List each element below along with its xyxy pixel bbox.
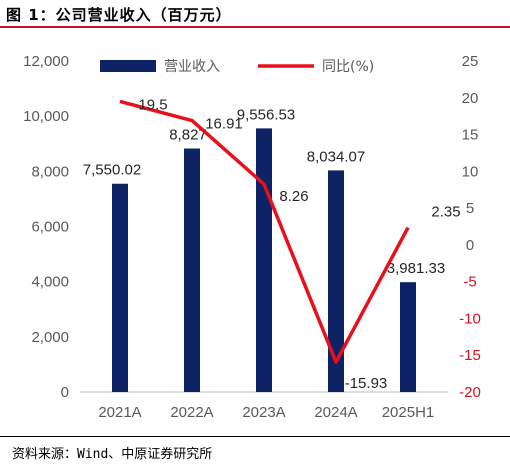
revenue-chart: 0 2,000 4,000 6,000 8,000 10,000 12,000 -20 -15… <box>23 53 481 421</box>
bar-2025H1 <box>400 282 416 392</box>
line-value-label: 8.26 <box>279 188 308 205</box>
legend-label-revenue: 营业收入 <box>164 59 220 75</box>
legend-swatch-revenue <box>100 60 156 72</box>
bar-2023A <box>256 128 272 392</box>
footer-divider <box>0 436 510 437</box>
line-value-label: 2.35 <box>431 204 460 221</box>
right-axis: -20 -15 -10 -5 0 5 10 15 20 25 <box>459 53 481 401</box>
left-tick-label: 8,000 <box>31 163 69 180</box>
line-value-label: 19.5 <box>138 96 167 113</box>
right-tick-label: -10 <box>459 310 481 327</box>
left-tick-label: 12,000 <box>23 53 69 70</box>
left-axis: 0 2,000 4,000 6,000 8,000 10,000 12,000 <box>23 53 69 401</box>
right-tick-label: -15 <box>459 347 481 364</box>
left-tick-label: 2,000 <box>31 329 69 346</box>
bar-value-label: 3,981.33 <box>387 260 445 277</box>
x-tick-label: 2024A <box>314 404 357 421</box>
line-value-label: -15.93 <box>345 375 388 392</box>
left-tick-label: 10,000 <box>23 108 69 125</box>
x-tick-label: 2025H1 <box>382 404 435 421</box>
bar-value-label: 9,556.53 <box>237 106 295 123</box>
chart-title: 图 1：公司营业收入（百万元） <box>6 6 232 24</box>
left-tick-label: 4,000 <box>31 274 69 291</box>
x-axis: 2021A 2022A 2023A 2024A 2025H1 <box>98 404 434 421</box>
right-tick-label: 5 <box>466 200 474 217</box>
right-tick-label: 0 <box>466 237 474 254</box>
legend-label-yoy: 同比(%) <box>322 59 374 75</box>
x-tick-label: 2023A <box>242 404 285 421</box>
bar-2024A <box>328 170 344 392</box>
left-tick-label: 6,000 <box>31 219 69 236</box>
bar-data-labels: 7,550.02 8,827 9,556.53 8,034.07 3,981.33 <box>83 106 445 277</box>
bar-series <box>112 128 416 392</box>
right-tick-label: -5 <box>463 274 476 291</box>
x-tick-label: 2021A <box>98 404 141 421</box>
right-tick-label: 10 <box>462 163 479 180</box>
x-tick-label: 2022A <box>170 404 213 421</box>
line-value-label: 16.91 <box>205 116 243 133</box>
legend: 营业收入 同比(%) <box>100 59 374 75</box>
title-divider <box>0 26 510 28</box>
line-data-labels: 19.5 16.91 8.26 -15.93 2.35 <box>119 96 461 392</box>
bar-value-label: 8,827 <box>169 127 207 144</box>
source-note: 资料来源：Wind、中原证券研究所 <box>12 447 213 462</box>
right-tick-label: -20 <box>459 384 481 401</box>
left-tick-label: 0 <box>61 384 69 401</box>
right-tick-label: 15 <box>462 127 479 144</box>
bar-value-label: 8,034.07 <box>307 148 365 165</box>
bar-2021A <box>112 183 128 392</box>
bar-value-label: 7,550.02 <box>83 162 141 179</box>
right-tick-label: 20 <box>462 90 479 107</box>
bar-2022A <box>184 148 200 392</box>
right-tick-label: 25 <box>462 53 479 70</box>
